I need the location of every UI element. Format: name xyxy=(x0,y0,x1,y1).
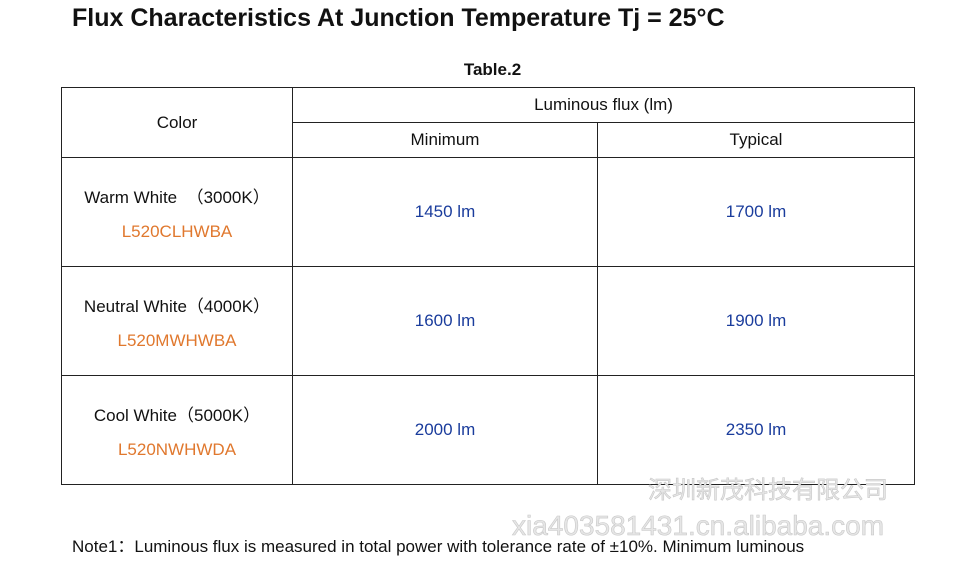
header-cell: Minimum xyxy=(292,122,598,158)
color-cell: Neutral White（4000K） L520MWHWBA xyxy=(61,266,293,376)
color-name: Cool White（5000K） xyxy=(93,405,261,425)
note: Note1：Luminous flux is measured in total… xyxy=(72,537,805,556)
part-number: L520NWHWDA xyxy=(117,439,237,459)
color-cell: Warm White （3000K） L520CLHWBA xyxy=(61,157,293,267)
color-cell: Cool White（5000K） L520NWHWDA xyxy=(61,375,293,485)
flux-table: Color Luminous flux (lm) Minimum Typical… xyxy=(61,87,915,485)
typ-cell: 1700 lm xyxy=(597,157,915,267)
watermark: 深圳新茂科技有限公司 xyxy=(648,477,889,505)
watermark: xia403581431.cn.alibaba.com xyxy=(512,510,885,542)
title: Flux Characteristics At Junction Tempera… xyxy=(72,4,725,32)
typ-cell: 1900 lm xyxy=(597,266,915,376)
min-cell: 1600 lm xyxy=(292,266,598,376)
header-cell: Typical xyxy=(597,122,915,158)
part-number: L520MWHWBA xyxy=(117,330,237,350)
typ-cell: 2350 lm xyxy=(597,375,915,485)
table-caption: Table.2 xyxy=(463,60,522,79)
color-name: Neutral White（4000K） xyxy=(83,296,271,316)
min-cell: 2000 lm xyxy=(292,375,598,485)
header-cell: Color xyxy=(61,87,293,158)
part-number: L520CLHWBA xyxy=(121,221,233,241)
header-cell: Luminous flux (lm) xyxy=(292,87,915,123)
color-name: Warm White （3000K） xyxy=(84,187,270,207)
min-cell: 1450 lm xyxy=(292,157,598,267)
